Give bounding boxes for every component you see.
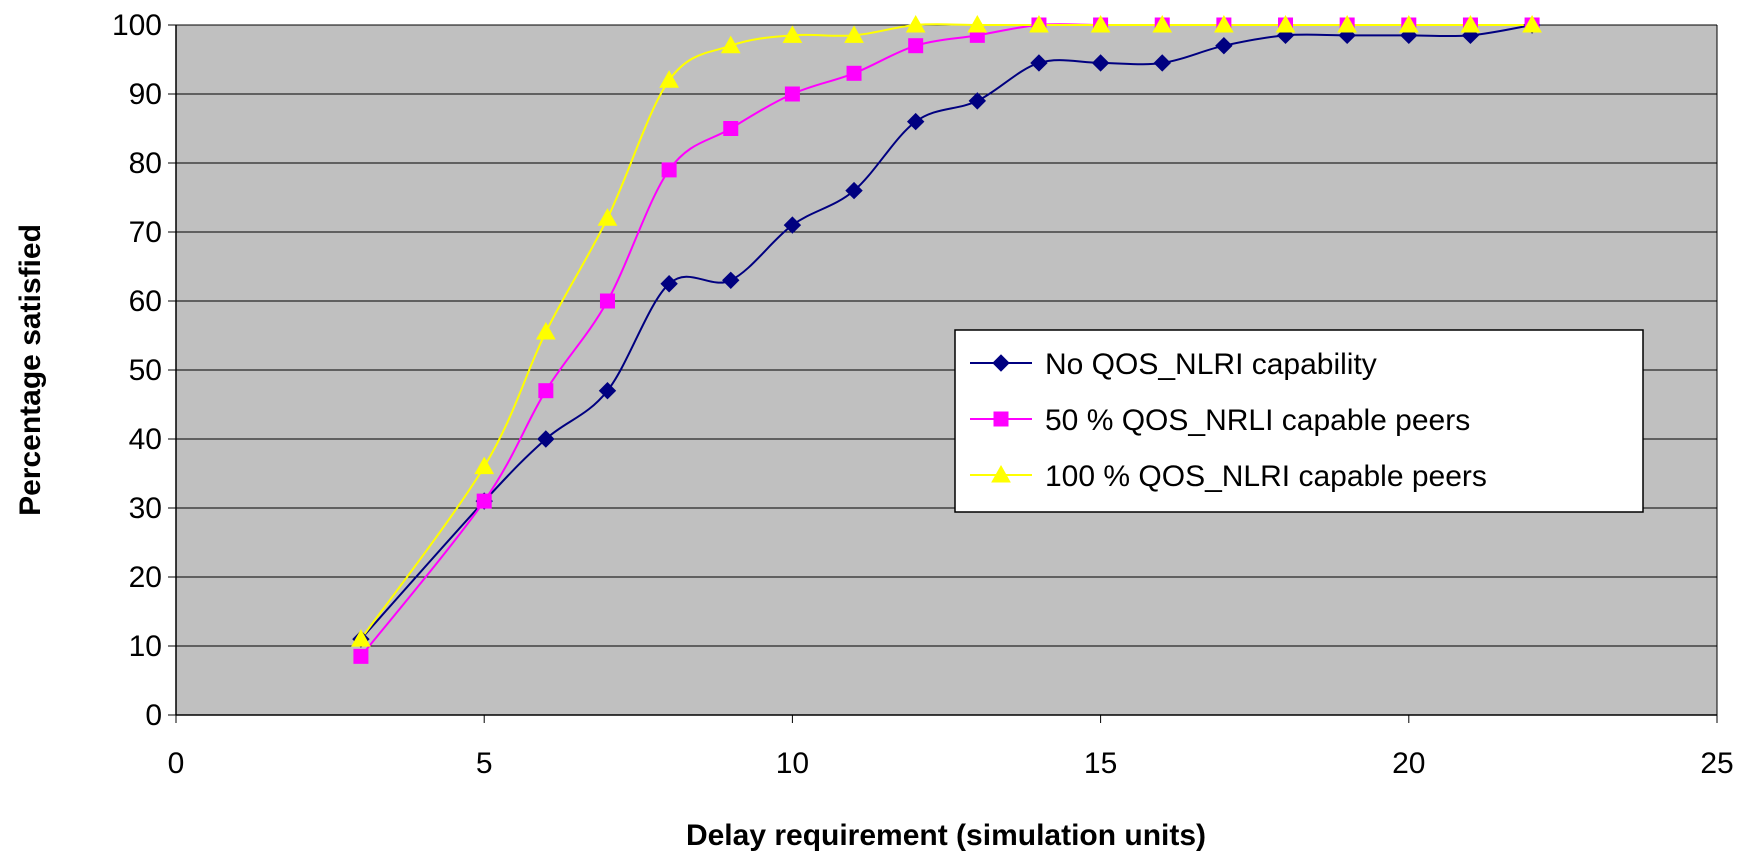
data-point-100-qos-nlri-capable-peers	[474, 456, 495, 475]
y-tick-label: 0	[145, 699, 162, 732]
data-point-100-qos-nlri-capable-peers	[967, 14, 988, 33]
axes: 0 10 20 30 40 50 60 70 80 90 100 0 5 10 15 20 25	[112, 9, 1734, 780]
data-point-no-qos-nlri-capability	[783, 216, 802, 234]
data-point-50-qos-nrli-capable-peers	[846, 65, 862, 81]
data-point-100-qos-nlri-capable-peers	[597, 208, 618, 226]
data-point-50-qos-nrli-capable-peers	[908, 38, 924, 54]
data-point-50-qos-nrli-capable-peers	[476, 493, 492, 509]
data-point-100-qos-nlri-capable-peers	[1337, 14, 1358, 33]
legend-label: 100 % QOS_NLRI capable peers	[1045, 460, 1487, 493]
data-point-no-qos-nlri-capability	[1153, 54, 1171, 72]
series-markers	[351, 14, 1542, 664]
legend: No QOS_NLRI capability 50 % QOS_NRLI capa…	[954, 329, 1644, 513]
data-point-100-qos-nlri-capable-peers	[1029, 14, 1049, 33]
data-point-100-qos-nlri-capable-peers	[1522, 14, 1542, 33]
data-point-no-qos-nlri-capability	[722, 271, 740, 290]
data-point-50-qos-nrli-capable-peers	[538, 383, 554, 399]
x-tick-label: 0	[168, 747, 185, 780]
data-point-100-qos-nlri-capable-peers	[1398, 14, 1419, 33]
data-point-no-qos-nlri-capability	[968, 92, 987, 110]
y-tick-label: 100	[112, 9, 162, 42]
data-point-50-qos-nrli-capable-peers	[661, 162, 677, 178]
y-axis-title: Percentage satisfied	[14, 224, 47, 516]
data-point-50-qos-nrli-capable-peers	[353, 648, 369, 664]
x-tick-label: 20	[1392, 747, 1425, 780]
data-point-no-qos-nlri-capability	[537, 430, 555, 448]
y-tick-label: 70	[129, 216, 162, 249]
data-point-100-qos-nlri-capable-peers	[782, 25, 803, 43]
data-point-100-qos-nlri-capable-peers	[720, 35, 741, 54]
data-point-100-qos-nlri-capable-peers	[1090, 14, 1111, 33]
legend-marker-50-qos-nrli-capable-peers	[993, 411, 1009, 427]
x-axis-title: Delay requirement (simulation units)	[686, 819, 1206, 852]
data-point-no-qos-nlri-capability	[1215, 36, 1233, 55]
data-point-100-qos-nlri-capable-peers	[1152, 14, 1173, 33]
data-point-100-qos-nlri-capable-peers	[351, 629, 371, 647]
data-point-no-qos-nlri-capability	[906, 112, 925, 131]
x-tick-label: 5	[476, 747, 493, 780]
y-tick-label: 60	[129, 285, 162, 318]
data-point-100-qos-nlri-capable-peers	[844, 25, 864, 43]
data-point-100-qos-nlri-capable-peers	[659, 70, 679, 88]
x-tick-label: 25	[1700, 747, 1733, 780]
legend-label: No QOS_NLRI capability	[1045, 348, 1377, 381]
data-point-100-qos-nlri-capable-peers	[1460, 14, 1481, 33]
data-point-100-qos-nlri-capable-peers	[535, 322, 556, 340]
data-point-no-qos-nlri-capability	[598, 381, 617, 400]
data-point-100-qos-nlri-capable-peers	[1275, 14, 1296, 33]
legend-label: 50 % QOS_NRLI capable peers	[1045, 404, 1470, 437]
x-tick-label: 15	[1084, 747, 1117, 780]
data-point-no-qos-nlri-capability	[660, 275, 678, 293]
legend-items: No QOS_NLRI capability 50 % QOS_NRLI capa…	[970, 348, 1487, 493]
y-tick-label: 40	[129, 423, 162, 456]
legend-marker-no-qos-nlri-capability	[992, 354, 1010, 372]
y-tick-label: 80	[129, 147, 162, 180]
data-point-50-qos-nrli-capable-peers	[723, 121, 739, 136]
data-point-no-qos-nlri-capability	[845, 181, 863, 200]
x-tick-label: 10	[776, 747, 809, 780]
data-point-50-qos-nrli-capable-peers	[599, 293, 615, 309]
data-point-100-qos-nlri-capable-peers	[905, 14, 926, 33]
legend-marker-100-qos-nlri-capable-peers	[991, 464, 1011, 483]
data-point-no-qos-nlri-capability	[1091, 54, 1110, 72]
data-point-no-qos-nlri-capability	[1030, 54, 1048, 72]
y-tick-label: 30	[129, 492, 162, 525]
y-tick-label: 20	[129, 561, 162, 594]
y-tick-label: 10	[129, 630, 162, 663]
legend-box	[954, 329, 1644, 513]
y-tick-label: 50	[129, 354, 162, 387]
data-point-100-qos-nlri-capable-peers	[1214, 14, 1234, 33]
data-point-50-qos-nrli-capable-peers	[784, 86, 800, 102]
y-tick-label: 90	[129, 78, 162, 111]
